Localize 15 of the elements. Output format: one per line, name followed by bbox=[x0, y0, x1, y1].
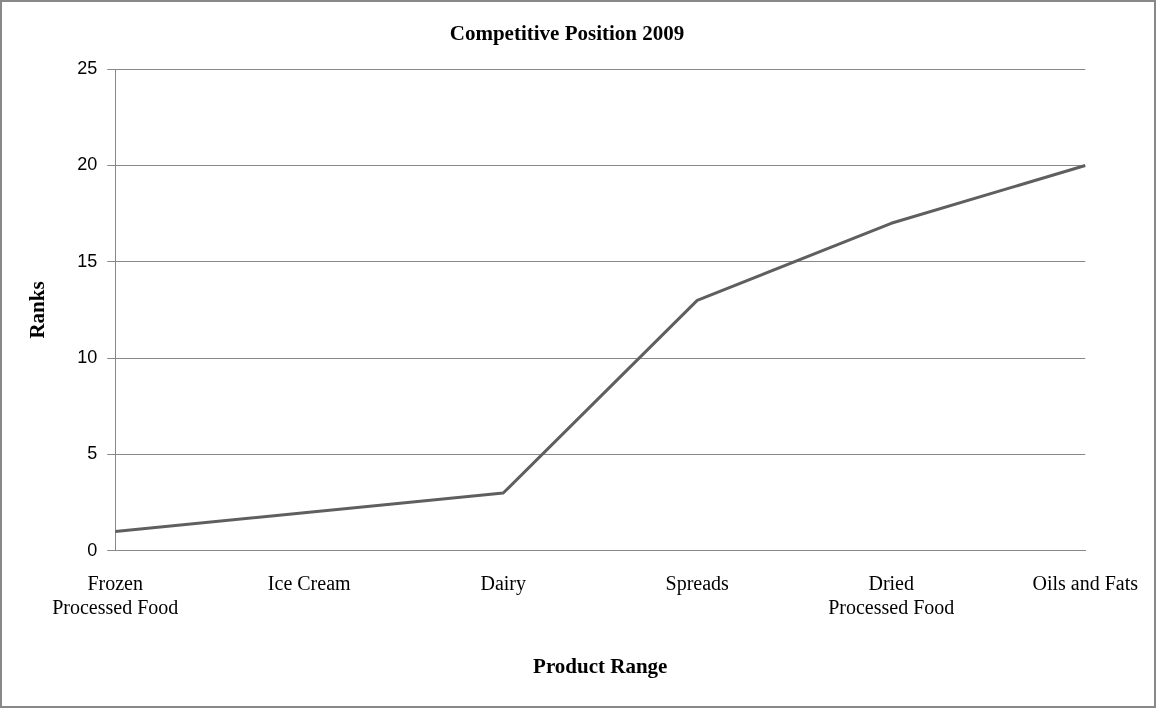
y-tick-label: 20 bbox=[77, 154, 98, 175]
x-tick-label: Oils and Fats bbox=[1032, 572, 1139, 595]
x-tick-label: Ice Cream bbox=[267, 572, 352, 595]
y-tick-label: 15 bbox=[77, 250, 98, 271]
chart-title: Competitive Position 2009 bbox=[449, 21, 685, 46]
x-tick-label: Dried Processed Food bbox=[828, 572, 955, 619]
y-tick-label: 0 bbox=[87, 539, 98, 560]
y-tick-label: 5 bbox=[87, 443, 98, 464]
x-axis-title: Product Range bbox=[533, 653, 668, 678]
x-tick-label: Dairy bbox=[480, 572, 526, 596]
y-axis-title: Ranks bbox=[25, 281, 50, 339]
y-tick-label: 25 bbox=[77, 58, 98, 79]
x-tick-label: Frozen Processed Food bbox=[52, 572, 179, 619]
y-tick-label: 10 bbox=[77, 347, 98, 368]
x-tick-label: Spreads bbox=[665, 572, 730, 596]
